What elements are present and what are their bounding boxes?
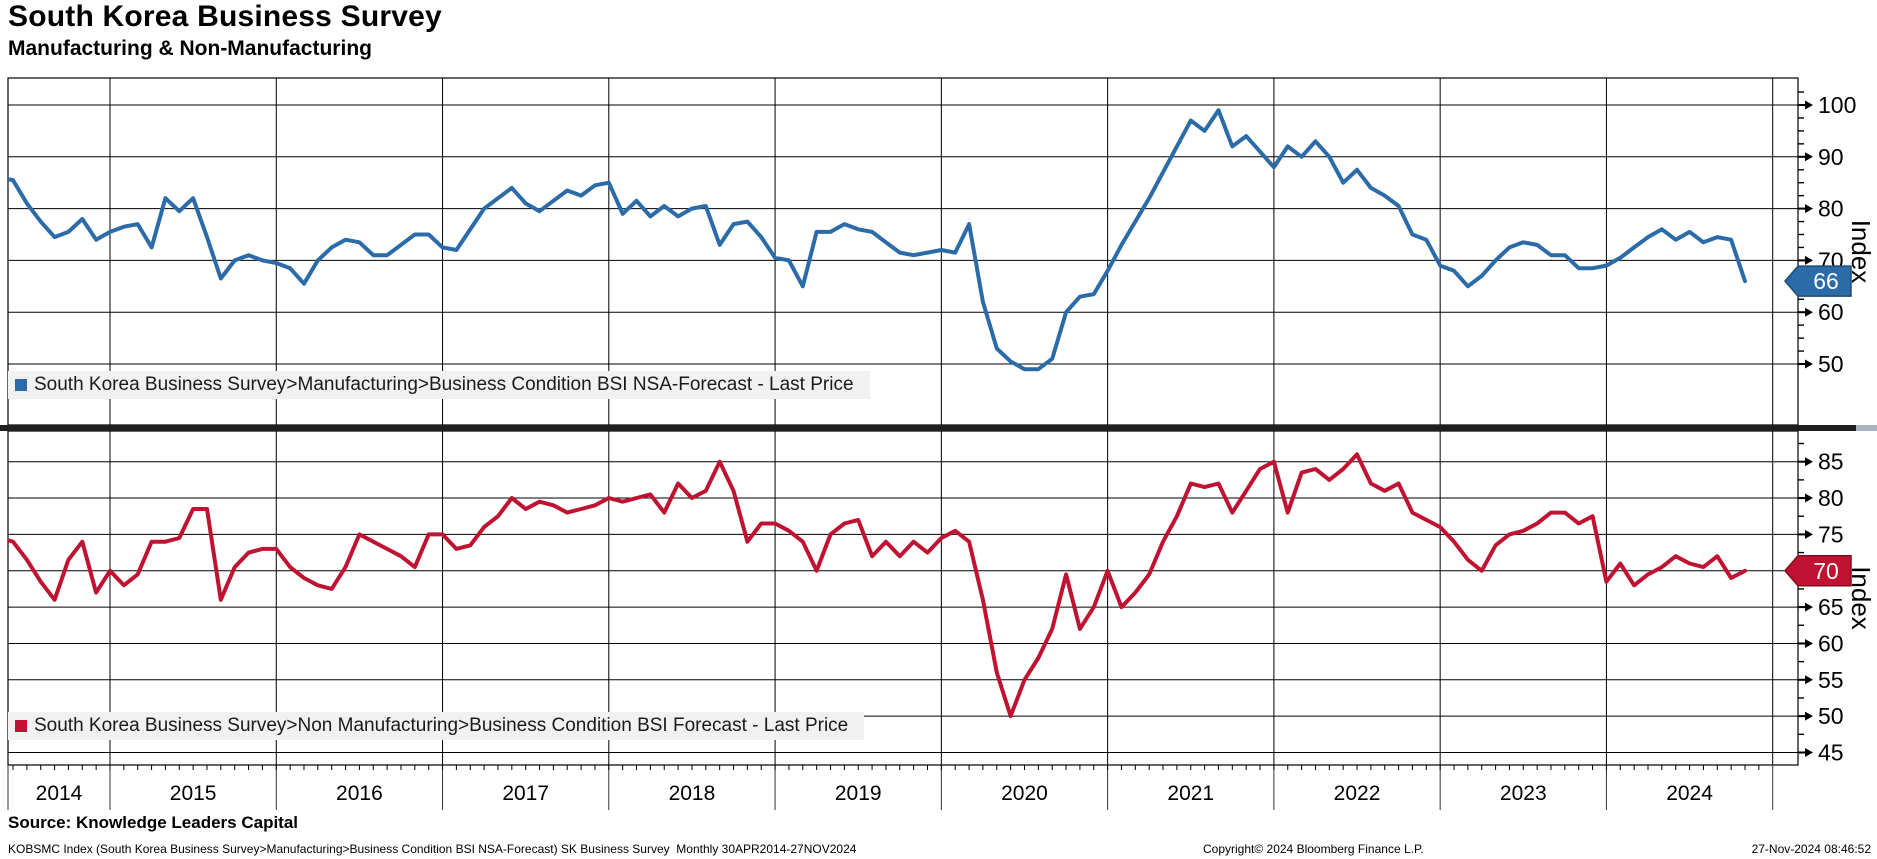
y-tick-arrow-icon: [1805, 638, 1813, 648]
y-tick-label: 80: [1818, 485, 1844, 511]
legend-non-manufacturing[interactable]: South Korea Business Survey>Non Manufact…: [8, 712, 865, 740]
x-year-label: 2023: [1500, 782, 1547, 805]
divider-handle[interactable]: [1856, 425, 1877, 431]
y-tick-label: 90: [1818, 144, 1844, 170]
footer-ticker-line: KOBSMC Index (South Korea Business Surve…: [8, 842, 857, 856]
y-tick-arrow-icon: [1805, 359, 1813, 369]
y-tick-arrow-icon: [1805, 675, 1813, 685]
y-tick-arrow-icon: [1805, 457, 1813, 467]
y-tick-label: 65: [1818, 594, 1844, 620]
x-year-label: 2014: [36, 782, 83, 805]
y-tick-label: 50: [1818, 351, 1844, 377]
x-year-label: 2020: [1001, 782, 1048, 805]
y-tick-arrow-icon: [1805, 602, 1813, 612]
source-label: Source: Knowledge Leaders Capital: [8, 813, 299, 832]
y-tick-arrow-icon: [1805, 493, 1813, 503]
footer-timestamp: 27-Nov-2024 08:46:52: [1751, 842, 1871, 856]
y-tick-label: 75: [1818, 521, 1844, 547]
y-tick-arrow-icon: [1805, 100, 1813, 110]
series-line: [8, 108, 1747, 372]
x-year-label: 2016: [336, 782, 383, 805]
page-subtitle: Manufacturing & Non-Manufacturing: [8, 37, 372, 60]
x-year-label: 2018: [669, 782, 716, 805]
legend-label: South Korea Business Survey>Non Manufact…: [34, 715, 849, 736]
y-tick-arrow-icon: [1805, 204, 1813, 214]
x-year-label: 2024: [1666, 782, 1713, 805]
y-tick-label: 50: [1818, 703, 1844, 729]
last-price-value: 70: [1813, 558, 1839, 584]
y-tick-label: 60: [1818, 630, 1844, 656]
x-year-label: 2017: [502, 782, 549, 805]
x-year-label: 2019: [835, 782, 882, 805]
y-tick-arrow-icon: [1805, 152, 1813, 162]
last-price-badge[interactable]: [1784, 555, 1852, 587]
page-title: South Korea Business Survey: [8, 0, 442, 33]
y-tick-label: 85: [1818, 449, 1844, 475]
y-tick-label: 60: [1818, 299, 1844, 325]
last-price-badge[interactable]: [1784, 265, 1852, 297]
y-tick-arrow-icon: [1805, 711, 1813, 721]
footer-copyright: Copyright© 2024 Bloomberg Finance L.P.: [1203, 842, 1424, 856]
y-tick-arrow-icon: [1805, 748, 1813, 757]
series-line: [8, 452, 1747, 719]
x-year-label: 2021: [1167, 782, 1214, 805]
y-tick-label: 55: [1818, 667, 1844, 693]
legend-manufacturing[interactable]: South Korea Business Survey>Manufacturin…: [8, 371, 870, 399]
panel-divider[interactable]: [0, 425, 1877, 431]
y-tick-label: 80: [1818, 196, 1844, 222]
y-tick-arrow-icon: [1805, 255, 1813, 265]
y-tick-label: 100: [1818, 92, 1856, 118]
y-tick-arrow-icon: [1805, 307, 1813, 317]
x-year-label: 2015: [170, 782, 217, 805]
legend-marker-blue-icon: [15, 379, 27, 391]
last-price-value: 66: [1813, 268, 1839, 294]
y-tick-arrow-icon: [1805, 529, 1813, 539]
legend-marker-red-icon: [15, 720, 27, 732]
y-tick-label: 45: [1818, 740, 1844, 766]
legend-label: South Korea Business Survey>Manufacturin…: [34, 374, 854, 395]
x-year-label: 2022: [1334, 782, 1381, 805]
